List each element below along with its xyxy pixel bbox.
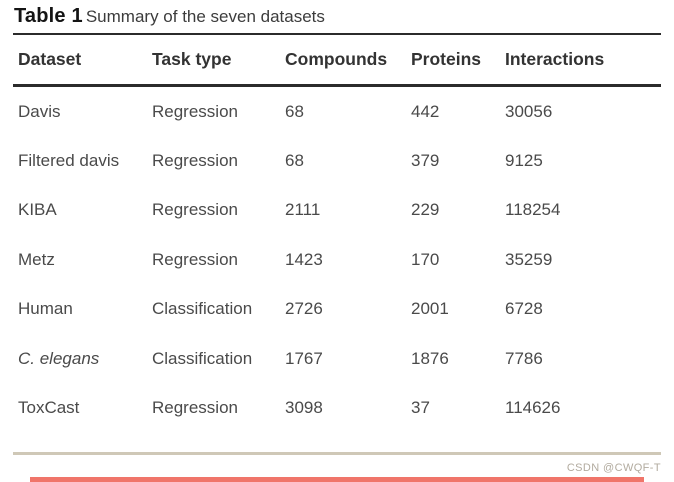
cell-compounds: 68 (285, 101, 304, 121)
cell-interactions: 35259 (505, 249, 553, 269)
cell-task-type: Regression (152, 398, 238, 418)
cell-proteins: 170 (411, 249, 440, 269)
cell-dataset: Metz (18, 249, 55, 269)
cell-proteins: 37 (411, 398, 430, 418)
table-row: Metz Regression 1423 170 35259 (18, 235, 666, 284)
cell-compounds: 2726 (285, 299, 323, 319)
cell-compounds: 2111 (285, 200, 321, 220)
cell-task-type: Classification (152, 348, 253, 368)
cell-task-type: Regression (152, 101, 238, 121)
table-header-row: Dataset Task type Compounds Proteins Int… (18, 35, 666, 84)
table-caption: Table 1 Summary of the seven datasets (14, 5, 325, 28)
top-rule (13, 33, 661, 35)
cell-dataset: Davis (18, 101, 61, 121)
table-row: Filtered davis Regression 68 379 9125 (18, 136, 666, 185)
cell-dataset: Human (18, 299, 73, 319)
cell-proteins: 229 (411, 200, 440, 220)
column-header-dataset: Dataset (18, 49, 82, 69)
table-caption-label: Table 1 (14, 5, 83, 27)
cell-interactions: 118254 (505, 200, 561, 220)
bottom-rule (13, 452, 661, 455)
cell-interactions: 7786 (505, 348, 543, 368)
table-row: Human Classification 2726 2001 6728 (18, 285, 666, 334)
column-header-interactions: Interactions (505, 49, 605, 69)
table-row: C. elegans Classification 1767 1876 7786 (18, 334, 666, 383)
table-body: Davis Regression 68 442 30056 Filtered d… (18, 87, 666, 433)
csdn-watermark: CSDN @CWQF-T (566, 462, 661, 474)
cell-compounds: 68 (285, 151, 304, 171)
cell-dataset: KIBA (18, 200, 57, 220)
cell-dataset: C. elegans (18, 348, 100, 368)
cell-interactions: 9125 (505, 151, 543, 171)
cell-compounds: 1767 (285, 348, 323, 368)
cell-interactions: 6728 (505, 299, 543, 319)
table-row: ToxCast Regression 3098 37 114626 (18, 383, 666, 432)
cell-task-type: Regression (152, 151, 238, 171)
cell-compounds: 3098 (285, 398, 323, 418)
cell-dataset: Filtered davis (18, 151, 120, 171)
cell-proteins: 379 (411, 151, 440, 171)
cell-compounds: 1423 (285, 249, 323, 269)
cell-interactions: 114626 (505, 398, 561, 418)
csdn-watermark-bar (30, 477, 644, 482)
column-header-proteins: Proteins (411, 49, 482, 69)
cell-dataset: ToxCast (18, 398, 80, 418)
cell-task-type: Regression (152, 200, 238, 220)
cell-proteins: 1876 (411, 348, 449, 368)
cell-task-type: Regression (152, 249, 238, 269)
cell-interactions: 30056 (505, 101, 553, 121)
header-rule (13, 84, 661, 87)
cell-proteins: 2001 (411, 299, 449, 319)
table-row: Davis Regression 68 442 30056 (18, 87, 666, 136)
cell-proteins: 442 (411, 101, 440, 121)
column-header-task-type: Task type (152, 49, 232, 69)
table-caption-text: Summary of the seven datasets (85, 7, 325, 26)
cell-task-type: Classification (152, 299, 253, 319)
column-header-compounds: Compounds (285, 49, 388, 69)
table-row: KIBA Regression 2111 229 118254 (18, 186, 666, 235)
